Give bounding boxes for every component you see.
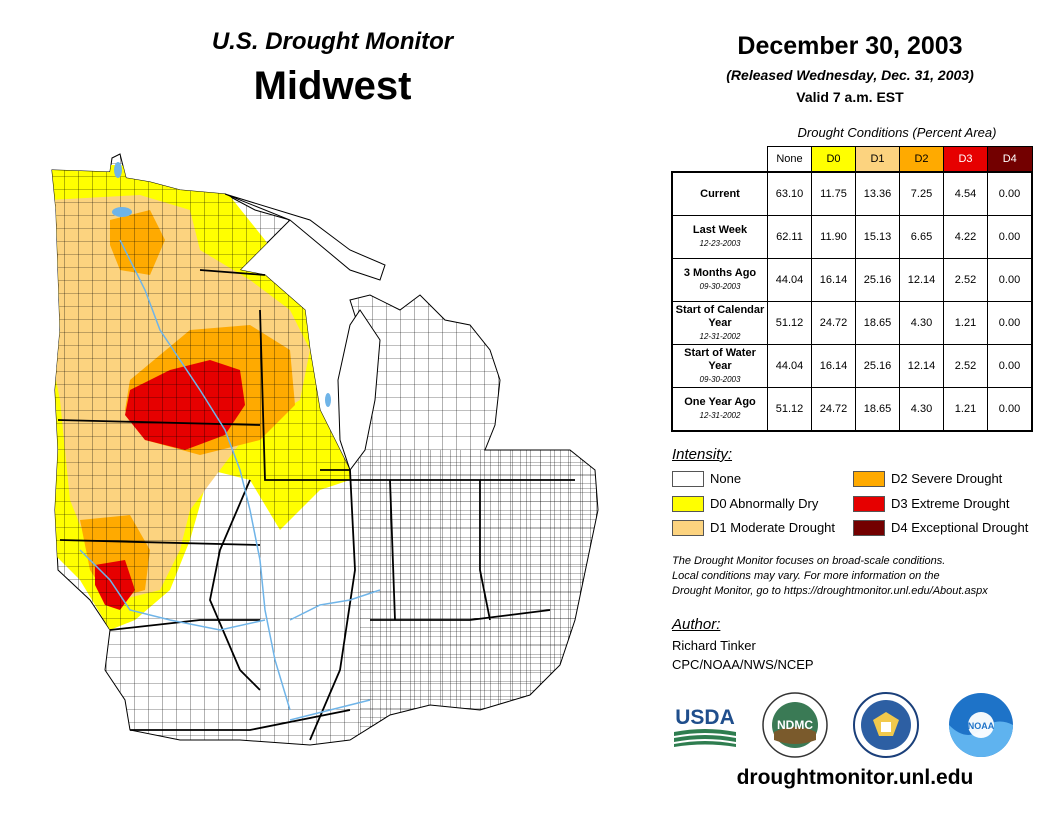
cell-value: 11.75 xyxy=(811,171,856,216)
table-row: Start of Calendar Year 12-31-2002 51.12 2… xyxy=(671,301,1033,345)
cell-value: 4.22 xyxy=(943,215,988,259)
cell-value: 6.65 xyxy=(899,215,944,259)
row-label: Current xyxy=(671,171,768,216)
cell-value: 1.21 xyxy=(943,387,988,432)
table-caption: Drought Conditions (Percent Area) xyxy=(797,125,997,140)
cell-value: 0.00 xyxy=(987,258,1033,302)
cell-value: 2.52 xyxy=(943,258,988,302)
cell-value: 51.12 xyxy=(767,387,812,432)
table-row: Start of Water Year 09-30-2003 44.04 16.1… xyxy=(671,344,1033,388)
cell-value: 15.13 xyxy=(855,215,900,259)
row-label: 3 Months Ago 09-30-2003 xyxy=(671,258,768,302)
website-link[interactable]: droughtmonitor.unl.edu xyxy=(736,766,974,789)
cell-value: 25.16 xyxy=(855,258,900,302)
row-label: Start of Water Year 09-30-2003 xyxy=(671,344,768,388)
usda-logo: USDA xyxy=(672,702,738,748)
table-row: Current 63.10 11.75 13.36 7.25 4.54 0.00 xyxy=(671,171,1033,216)
lakes-small xyxy=(112,162,331,407)
cell-value: 11.90 xyxy=(811,215,856,259)
cell-value: 44.04 xyxy=(767,258,812,302)
cell-value: 0.00 xyxy=(987,171,1033,216)
cell-value: 51.12 xyxy=(767,301,812,345)
ndmc-logo: NDMC xyxy=(762,692,828,758)
cell-value: 12.14 xyxy=(899,258,944,302)
rivers xyxy=(79,239,381,721)
cell-value: 44.04 xyxy=(767,344,812,388)
cell-value: 18.65 xyxy=(855,387,900,432)
author-title: Author: xyxy=(672,616,721,633)
cell-value: 63.10 xyxy=(767,171,812,216)
region-title: Midwest xyxy=(253,64,412,108)
cell-value: 0.00 xyxy=(987,387,1033,432)
col-header-d1: D1 xyxy=(855,146,900,173)
row-label: One Year Ago 12-31-2002 xyxy=(671,387,768,432)
noaa-logo: NOAA xyxy=(948,692,1014,758)
cell-value: 0.00 xyxy=(987,301,1033,345)
author-name: Richard Tinker xyxy=(672,638,756,653)
valid-time: Valid 7 a.m. EST xyxy=(796,89,904,105)
legend-swatch xyxy=(672,496,704,512)
cell-value: 7.25 xyxy=(899,171,944,216)
cell-value: 4.30 xyxy=(899,387,944,432)
col-header-d0: D0 xyxy=(811,146,856,173)
cell-value: 25.16 xyxy=(855,344,900,388)
legend-swatch xyxy=(672,520,704,536)
col-header-d3: D3 xyxy=(943,146,988,173)
col-header-d4: D4 xyxy=(987,146,1033,173)
disclaimer-note: The Drought Monitor focuses on broad-sca… xyxy=(672,555,988,597)
col-header-d2: D2 xyxy=(899,146,944,173)
cell-value: 62.11 xyxy=(767,215,812,259)
commerce-seal-logo xyxy=(853,692,919,758)
release-date: (Released Wednesday, Dec. 31, 2003) xyxy=(726,67,974,83)
cell-value: 12.14 xyxy=(899,344,944,388)
svg-text:NOAA: NOAA xyxy=(968,721,995,731)
legend-swatch xyxy=(672,471,704,487)
legend-title: Intensity: xyxy=(672,446,733,463)
cell-value: 18.65 xyxy=(855,301,900,345)
cell-value: 4.54 xyxy=(943,171,988,216)
cell-value: 16.14 xyxy=(811,344,856,388)
legend-swatch xyxy=(853,471,885,487)
map-title: U.S. Drought Monitor xyxy=(211,28,454,55)
cell-value: 16.14 xyxy=(811,258,856,302)
state-boundaries xyxy=(57,269,575,741)
cell-value: 24.72 xyxy=(811,301,856,345)
drought-map xyxy=(51,153,599,746)
cell-value: 4.30 xyxy=(899,301,944,345)
cell-value: 2.52 xyxy=(943,344,988,388)
cell-value: 24.72 xyxy=(811,387,856,432)
row-label: Start of Calendar Year 12-31-2002 xyxy=(671,301,768,345)
col-header-none: None xyxy=(767,146,812,173)
cell-value: 0.00 xyxy=(987,344,1033,388)
table-row: One Year Ago 12-31-2002 51.12 24.72 18.65… xyxy=(671,387,1033,432)
legend-swatch xyxy=(853,520,885,536)
svg-text:NDMC: NDMC xyxy=(777,718,813,732)
table-row: Last Week 12-23-2003 62.11 11.90 15.13 6.… xyxy=(671,215,1033,259)
table-row: 3 Months Ago 09-30-2003 44.04 16.14 25.16… xyxy=(671,258,1033,302)
drought-stats-table: None D0 D1 D2 D3 D4 Current 63.10 11.75 … xyxy=(671,146,1033,432)
row-label: Last Week 12-23-2003 xyxy=(671,215,768,259)
svg-text:USDA: USDA xyxy=(675,706,735,729)
author-org: CPC/NOAA/NWS/NCEP xyxy=(672,657,814,672)
cell-value: 1.21 xyxy=(943,301,988,345)
lake-michigan xyxy=(337,309,381,472)
map-date: December 30, 2003 xyxy=(737,32,963,60)
cell-value: 0.00 xyxy=(987,215,1033,259)
lake-superior xyxy=(224,193,386,281)
cell-value: 13.36 xyxy=(855,171,900,216)
legend-swatch xyxy=(853,496,885,512)
